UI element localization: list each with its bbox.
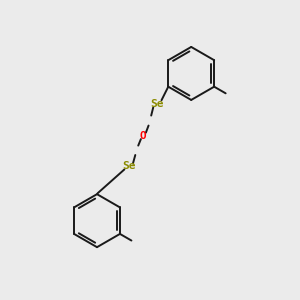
Text: Se: Se [150, 99, 164, 109]
Text: O: O [140, 130, 147, 141]
Text: Se: Se [122, 161, 135, 172]
